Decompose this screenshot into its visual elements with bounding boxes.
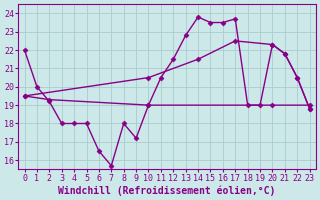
X-axis label: Windchill (Refroidissement éolien,°C): Windchill (Refroidissement éolien,°C) [58, 185, 276, 196]
